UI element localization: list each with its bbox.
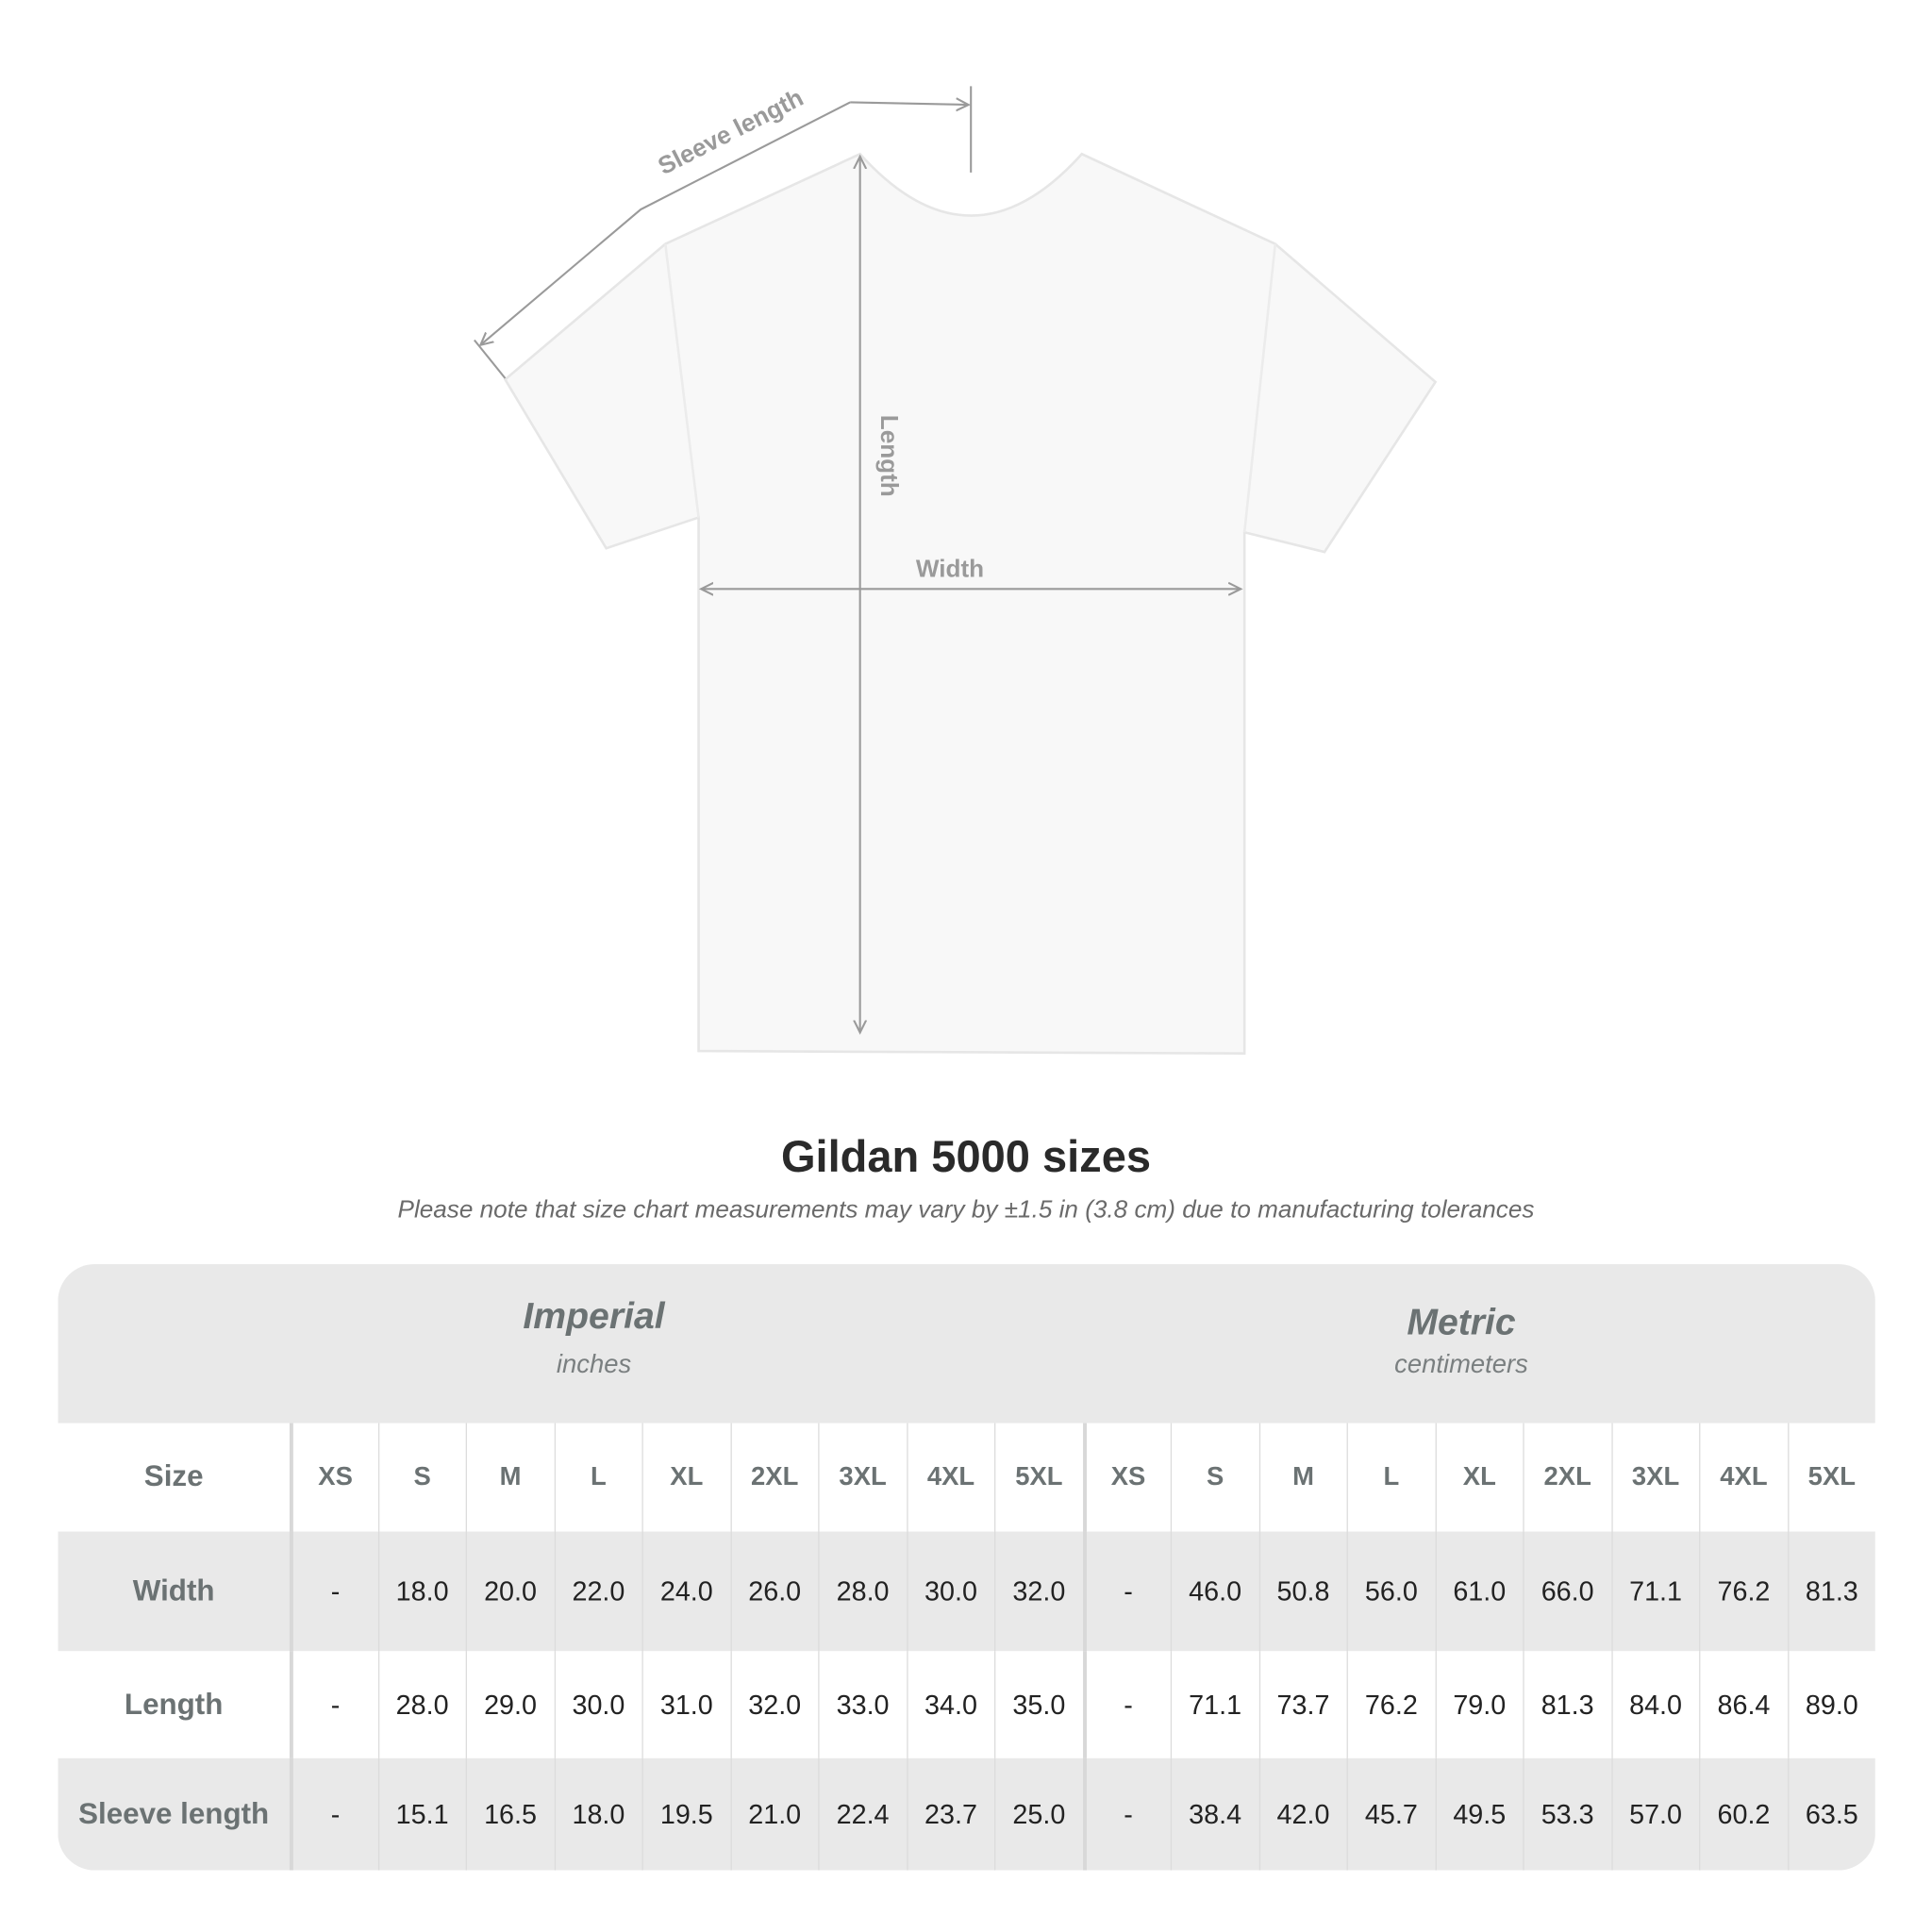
metric-value-cell: - bbox=[1082, 1651, 1170, 1758]
imperial-value-cell: 32.0 bbox=[994, 1531, 1082, 1652]
metric-size-header: 3XL bbox=[1610, 1423, 1699, 1532]
tshirt-shape bbox=[503, 152, 1438, 1056]
imperial-value-cell: 31.0 bbox=[641, 1651, 729, 1758]
imperial-value-cell: 19.5 bbox=[641, 1757, 729, 1871]
metric-value-cell: 76.2 bbox=[1346, 1651, 1435, 1758]
metric-value-cell: 81.3 bbox=[1787, 1531, 1874, 1652]
imperial-value-cell: 33.0 bbox=[818, 1651, 906, 1758]
metric-value-cell: 71.1 bbox=[1170, 1651, 1258, 1758]
imperial-size-header: L bbox=[554, 1423, 641, 1532]
imperial-value-cell: 15.1 bbox=[377, 1757, 465, 1871]
imperial-value-cell: 18.0 bbox=[377, 1531, 465, 1652]
imperial-size-header: 3XL bbox=[818, 1423, 906, 1532]
imperial-value-cell: 21.0 bbox=[729, 1757, 818, 1871]
length-label: Length bbox=[875, 415, 904, 497]
table-row: Length -28.0 29.0 30.0 31.0 32.0 33.0 34.0 35.0-… bbox=[58, 1651, 1874, 1758]
table-row: Width -18.0 20.0 22.0 24.0 26.0 28.0 30.0 32.0-4… bbox=[58, 1531, 1875, 1652]
imperial-value-cell: 35.0 bbox=[994, 1651, 1082, 1758]
imperial-size-header: XL bbox=[641, 1423, 729, 1532]
page-title: Gildan 5000 sizes bbox=[780, 1130, 1151, 1182]
metric-size-header: 4XL bbox=[1699, 1423, 1787, 1532]
imperial-value-cell: 26.0 bbox=[729, 1531, 818, 1652]
metric-unit: centimeters bbox=[1394, 1350, 1528, 1379]
imperial-value-cell: - bbox=[289, 1531, 377, 1652]
imperial-value-cell: 20.0 bbox=[465, 1531, 554, 1652]
imperial-header: Imperial inches bbox=[347, 1296, 840, 1380]
imperial-value-cell: 22.0 bbox=[554, 1531, 641, 1652]
metric-title: Metric bbox=[1407, 1302, 1516, 1343]
metric-value-cell: 60.2 bbox=[1699, 1757, 1787, 1871]
tolerance-note: Please note that size chart measurements… bbox=[397, 1196, 1535, 1224]
metric-value-cell: 71.1 bbox=[1610, 1531, 1699, 1652]
table-row: Sleeve length -15.1 16.5 18.0 19.5 21.0 22.4 23… bbox=[58, 1757, 1875, 1871]
metric-size-header: M bbox=[1258, 1423, 1346, 1532]
metric-value-cell: 61.0 bbox=[1434, 1531, 1523, 1652]
imperial-size-header: 2XL bbox=[729, 1423, 818, 1532]
metric-value-cell: 79.0 bbox=[1434, 1651, 1523, 1758]
imperial-value-cell: 25.0 bbox=[994, 1757, 1082, 1871]
imperial-size-header: 5XL bbox=[994, 1423, 1082, 1532]
metric-value-cell: 56.0 bbox=[1346, 1531, 1435, 1652]
metric-value-cell: 73.7 bbox=[1258, 1651, 1346, 1758]
metric-value-cell: 66.0 bbox=[1523, 1531, 1610, 1652]
width-label: Width bbox=[916, 554, 984, 582]
metric-size-header: XS bbox=[1082, 1423, 1170, 1532]
imperial-size-header: XS bbox=[289, 1423, 377, 1532]
imperial-value-cell: - bbox=[289, 1651, 377, 1758]
metric-value-cell: 42.0 bbox=[1258, 1757, 1346, 1871]
sleeve-length-label: Sleeve length bbox=[654, 83, 808, 180]
row-label: Width bbox=[132, 1574, 215, 1607]
size-table: Imperial inches Metric centimeters Size X… bbox=[58, 1264, 1875, 1871]
metric-value-cell: - bbox=[1082, 1757, 1170, 1871]
sleeve-length-measure bbox=[474, 86, 973, 379]
metric-size-header: L bbox=[1346, 1423, 1435, 1532]
imperial-value-cell: 30.0 bbox=[906, 1531, 994, 1652]
metric-size-header: 5XL bbox=[1787, 1423, 1874, 1532]
imperial-unit: inches bbox=[556, 1350, 632, 1379]
metric-value-cell: 45.7 bbox=[1346, 1757, 1435, 1871]
metric-value-cell: 76.2 bbox=[1699, 1531, 1787, 1652]
imperial-value-cell: 22.4 bbox=[818, 1757, 906, 1871]
metric-size-header: S bbox=[1170, 1423, 1258, 1532]
metric-size-header: XL bbox=[1434, 1423, 1523, 1532]
imperial-value-cell: 18.0 bbox=[554, 1757, 641, 1871]
row-label: Sleeve length bbox=[78, 1796, 270, 1831]
metric-value-cell: 57.0 bbox=[1610, 1757, 1699, 1871]
row-label: Size bbox=[143, 1459, 204, 1493]
metric-value-cell: 38.4 bbox=[1170, 1757, 1258, 1871]
metric-value-cell: - bbox=[1082, 1531, 1170, 1652]
table-header bbox=[58, 1264, 1875, 1424]
imperial-value-cell: 23.7 bbox=[906, 1757, 994, 1871]
metric-header: Metric centimeters bbox=[1215, 1303, 1707, 1380]
row-label: Length bbox=[124, 1687, 224, 1721]
metric-value-cell: 50.8 bbox=[1258, 1531, 1346, 1652]
metric-value-cell: 63.5 bbox=[1787, 1757, 1874, 1871]
metric-value-cell: 81.3 bbox=[1523, 1651, 1610, 1758]
imperial-size-header: M bbox=[465, 1423, 554, 1532]
imperial-value-cell: 32.0 bbox=[729, 1651, 818, 1758]
tshirt-measurement-diagram: Sleeve length Length Width bbox=[474, 83, 1438, 1056]
imperial-value-cell: 28.0 bbox=[818, 1531, 906, 1652]
imperial-value-cell: 28.0 bbox=[377, 1651, 465, 1758]
metric-value-cell: 53.3 bbox=[1523, 1757, 1610, 1871]
metric-value-cell: 86.4 bbox=[1699, 1651, 1787, 1758]
imperial-value-cell: 29.0 bbox=[465, 1651, 554, 1758]
size-header-row: Size XS S M L XL 2XL 3XL 4XL 5XL XS S M L XL 2XL 3XL 4XL 5… bbox=[58, 1423, 1874, 1532]
metric-value-cell: 49.5 bbox=[1434, 1757, 1523, 1871]
imperial-value-cell: - bbox=[289, 1757, 377, 1871]
imperial-value-cell: 34.0 bbox=[906, 1651, 994, 1758]
imperial-value-cell: 24.0 bbox=[641, 1531, 729, 1652]
metric-value-cell: 46.0 bbox=[1170, 1531, 1258, 1652]
metric-size-header: 2XL bbox=[1523, 1423, 1610, 1532]
imperial-value-cell: 30.0 bbox=[554, 1651, 641, 1758]
metric-value-cell: 89.0 bbox=[1787, 1651, 1874, 1758]
imperial-size-header: 4XL bbox=[906, 1423, 994, 1532]
imperial-value-cell: 16.5 bbox=[465, 1757, 554, 1871]
imperial-size-header: S bbox=[377, 1423, 465, 1532]
imperial-title: Imperial bbox=[523, 1296, 665, 1338]
metric-value-cell: 84.0 bbox=[1610, 1651, 1699, 1758]
